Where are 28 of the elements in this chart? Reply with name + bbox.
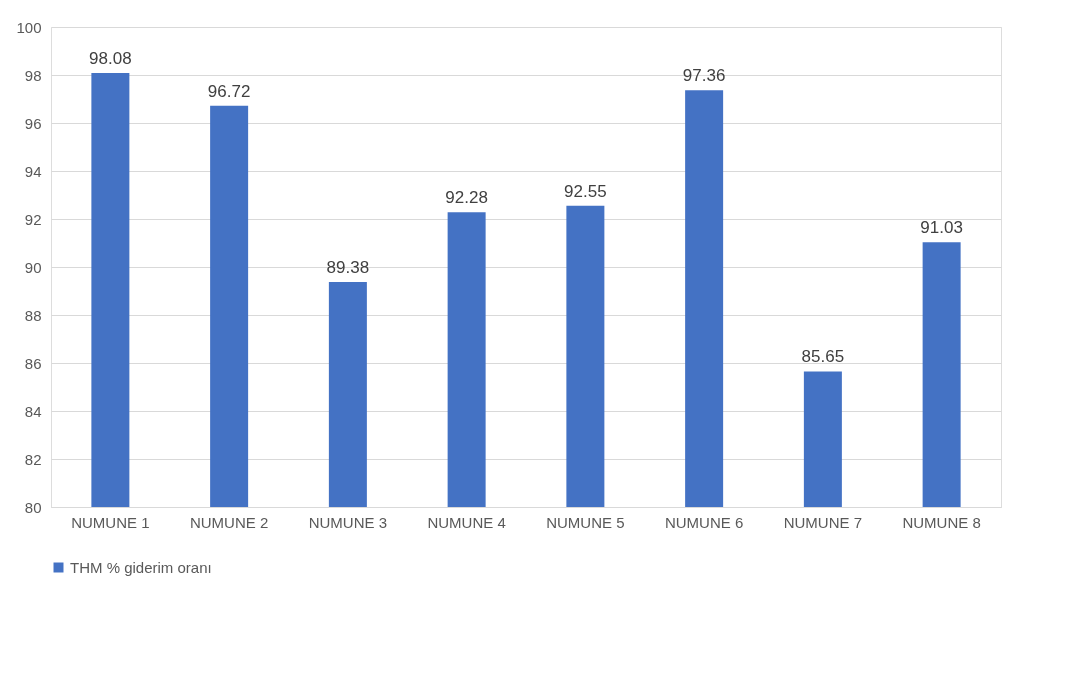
x-tick-label: NUMUNE 5	[546, 513, 625, 531]
data-label: 97.36	[682, 66, 726, 86]
x-tick-label: NUMUNE 4	[427, 513, 506, 531]
y-tick-label: 100	[16, 18, 42, 36]
data-label: 98.08	[89, 49, 132, 69]
data-label: 91.03	[920, 218, 963, 238]
y-tick-label: 80	[24, 498, 42, 516]
y-tick-label: 84	[24, 402, 42, 420]
y-tick-label: 86	[24, 354, 42, 372]
x-tick-label: NUMUNE 8	[902, 513, 981, 531]
y-tick-label: 96	[24, 114, 42, 132]
y-tick-label: 88	[24, 306, 42, 324]
data-label: 89.38	[326, 257, 370, 277]
data-label: 85.65	[801, 347, 845, 367]
data-label: 92.28	[445, 188, 488, 208]
y-tick-label: 98	[24, 66, 42, 84]
y-tick-label: 82	[24, 450, 42, 468]
x-tick-label: NUMUNE 1	[71, 513, 150, 531]
x-tick-label: NUMUNE 2	[189, 513, 269, 531]
x-tick-label: NUMUNE 3	[308, 513, 388, 531]
data-label: 96.72	[207, 81, 251, 101]
y-tick-label: 90	[24, 258, 42, 276]
y-tick-label: 94	[24, 162, 42, 180]
y-tick-label: 92	[24, 210, 42, 228]
legend-label: THM % giderim oranı	[70, 558, 212, 576]
x-tick-label: NUMUNE 6	[664, 513, 744, 531]
x-tick-label: NUMUNE 7	[783, 513, 863, 531]
data-label: 92.55	[564, 181, 607, 201]
